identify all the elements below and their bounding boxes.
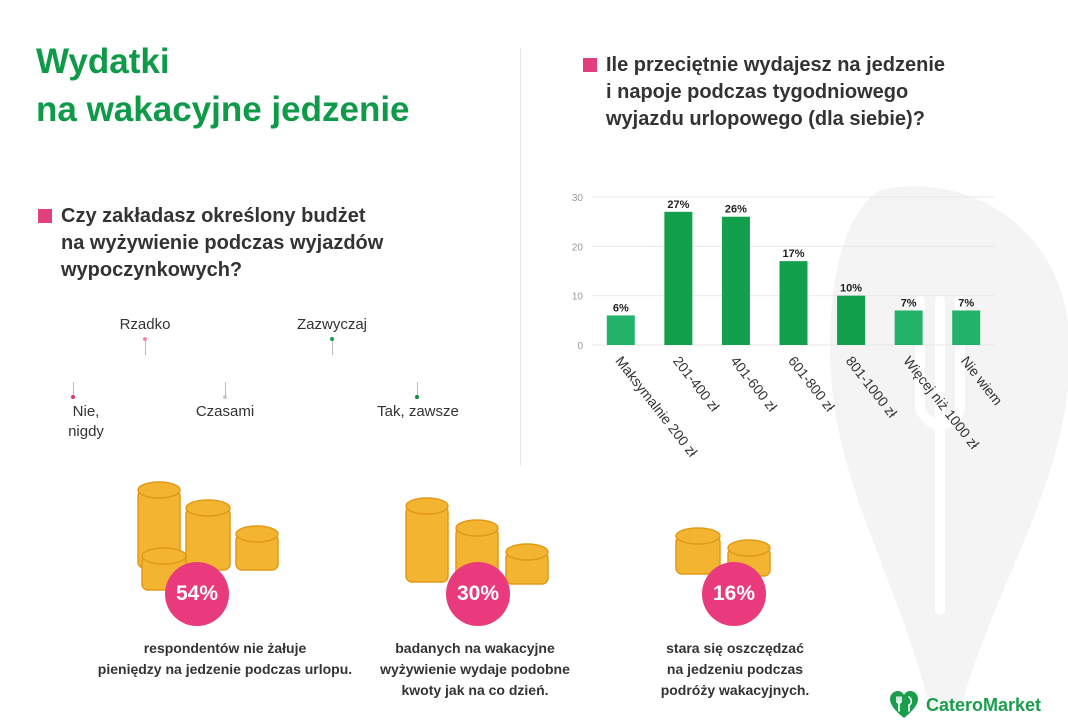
data-label: 7% (901, 297, 917, 309)
dot-rarely (143, 337, 147, 341)
label-always: Tak, zawsze (377, 403, 459, 420)
y-tick-label: 30 (572, 193, 584, 204)
catero-market-logo[interactable]: CateroMarket (888, 688, 1041, 722)
y-tick-label: 0 (577, 341, 583, 352)
data-label: 7% (958, 297, 974, 309)
stat-circle-2: 30% (446, 562, 510, 626)
page-title: Wydatki na wakacyjne jedzenie (36, 42, 410, 129)
stat-circle-3: 16% (702, 562, 766, 626)
budget-question: Czy zakładasz określony budżet na wyżywi… (38, 203, 478, 284)
segment-always: 12% (403, 361, 431, 376)
y-tick-label: 20 (572, 242, 584, 253)
bar (664, 211, 693, 345)
x-tick-label: 801-1000 zł (843, 353, 901, 421)
y-tick-label: 10 (572, 292, 584, 303)
connector-usually (332, 340, 333, 355)
data-label: 17% (782, 248, 804, 260)
question-marker (38, 209, 52, 223)
connector-rarely (145, 340, 146, 355)
segment-sometimes: 24% (212, 361, 239, 376)
logo-text: CateroMarket (926, 694, 1042, 715)
label-usually: Zazwyczaj (296, 316, 367, 333)
cutlery-watermark-icon (830, 186, 1068, 710)
stat-description-1: respondentów nie żałuje pieniędzy na jed… (97, 640, 353, 677)
stat-description-2: badanych na wakacyjne wyżywienie wydaje … (380, 640, 570, 698)
data-label: 26% (725, 204, 747, 216)
bar (779, 261, 808, 345)
column-divider (520, 48, 521, 466)
data-label: 27% (667, 199, 689, 211)
coin-stacks-icon (137, 481, 279, 591)
dot-always (415, 395, 419, 399)
label-never: Nie, nigdy (68, 403, 104, 440)
dot-never (71, 395, 75, 399)
heart-cutlery-icon (890, 691, 918, 718)
connector-sometimes (225, 382, 226, 396)
stat-circle-1: 54% (165, 562, 229, 626)
connector-always (417, 382, 418, 396)
dot-sometimes (223, 395, 227, 399)
segment-rarely: 18% (132, 361, 160, 376)
segment-usually: 33% (318, 361, 346, 376)
stat-description-3: stara się oszczędzać na jedzeniu podczas… (660, 640, 810, 698)
bar (952, 310, 981, 345)
x-tick-label: 601-800 zł (785, 353, 838, 415)
dot-usually (330, 337, 334, 341)
label-rarely: Rzadko (119, 316, 171, 333)
bar (894, 310, 923, 345)
data-label: 10% (840, 283, 862, 295)
segment-never: 13% (72, 361, 99, 376)
bar (606, 315, 635, 345)
x-tick-label: 401-600 zł (728, 353, 781, 415)
x-tick-label: 201-400 zł (670, 353, 723, 415)
spending-question: Ile przeciętnie wydajesz na jedzenie i n… (583, 52, 1023, 133)
data-label: 6% (613, 302, 629, 314)
x-tick-label: Nie wiem (958, 353, 1006, 408)
connector-never (73, 382, 74, 396)
question-marker (583, 58, 597, 72)
bar (837, 295, 866, 345)
bar (721, 216, 750, 345)
label-sometimes: Czasami (195, 403, 255, 420)
